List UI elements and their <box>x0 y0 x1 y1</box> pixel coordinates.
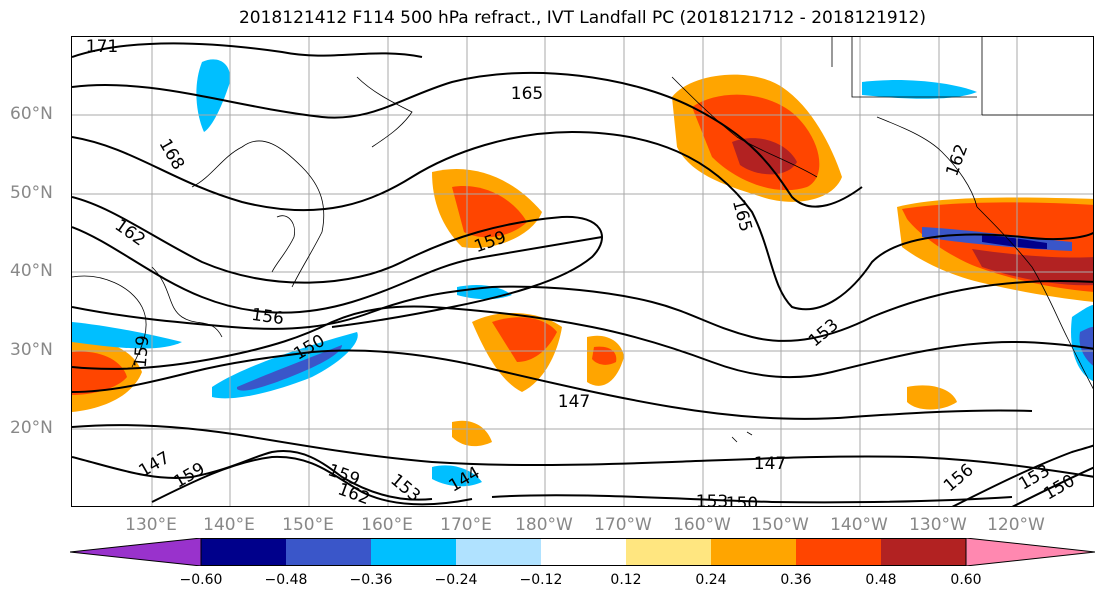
colorbar-segment <box>711 538 796 566</box>
contour-label-153-south-east: 153 <box>696 492 728 507</box>
colorbar-segment <box>796 538 881 566</box>
colorbar-segment <box>371 538 456 566</box>
lon-label-130w: 130°W <box>909 515 967 535</box>
colorbar-tick-label: −0.24 <box>434 572 478 588</box>
contour-label-156-west: 156 <box>250 305 285 329</box>
field-california-navy <box>1079 326 1093 366</box>
contour-label-159-west: 159 <box>131 335 154 369</box>
colorbar-tick-label: 0.12 <box>610 572 642 588</box>
colorbar-tick-label: −0.48 <box>264 572 308 588</box>
contour-label-147-east: 147 <box>754 454 786 474</box>
colorbar-segment <box>201 538 286 566</box>
colorbar-extend-high <box>965 538 1095 566</box>
colorbar-segment <box>541 538 626 566</box>
contour-label-171: 171 <box>86 37 118 57</box>
lat-label-60n: 60°N <box>10 104 53 124</box>
contour-label-150-south: 150 <box>726 494 758 507</box>
colorbar-tick-label: −0.36 <box>349 572 393 588</box>
height-contours <box>72 42 1093 506</box>
field-kamchatka-blue <box>196 59 231 132</box>
lon-label-160w: 160°W <box>673 515 731 535</box>
contour-label-159-south: 159 <box>170 459 208 493</box>
colorbar-segment <box>286 538 371 566</box>
lon-label-120w: 120°W <box>987 515 1045 535</box>
colorbar-tick-label: 0.36 <box>780 572 812 588</box>
lon-label-160e: 160°E <box>361 515 413 535</box>
field-japan-inner <box>72 351 127 395</box>
colorbar-tick-label: −0.12 <box>519 572 563 588</box>
shaded-fields <box>72 59 1093 487</box>
contour-label-153-east: 153 <box>805 315 843 351</box>
lon-label-130e: 130°E <box>125 515 177 535</box>
contour-label-156-east: 156 <box>940 460 978 496</box>
lon-label-170w: 170°W <box>594 515 652 535</box>
field-canada-blue <box>862 80 977 99</box>
lon-label-140w: 140°W <box>830 515 888 535</box>
colorbar-tick-label: −0.60 <box>179 572 223 588</box>
field-south-orange <box>452 420 492 447</box>
colorbar-segment <box>881 538 966 566</box>
colorbar-tick-label: 0.24 <box>695 572 727 588</box>
colorbar-tick-label: 0.48 <box>865 572 897 588</box>
contour-label-153-south: 153 <box>386 470 424 506</box>
map-title: 2018121412 F114 500 hPa refract., IVT La… <box>238 8 926 28</box>
lon-label-150e: 150°E <box>282 515 334 535</box>
field-japan-blue <box>72 322 182 349</box>
lat-label-20n: 20°N <box>10 418 53 438</box>
colorbar-tick-label: 0.60 <box>950 572 982 588</box>
lat-label-50n: 50°N <box>10 183 53 203</box>
colorbar-segment <box>456 538 541 566</box>
contour-label-162-east: 162 <box>942 142 972 179</box>
lat-label-40n: 40°N <box>10 261 53 281</box>
colorbar-segment <box>626 538 711 566</box>
field-south-blue <box>432 465 482 487</box>
field-wp-blue-dark <box>237 345 342 391</box>
lon-label-170e: 170°E <box>440 515 492 535</box>
contour-label-165-north: 165 <box>511 84 543 104</box>
contour-labels: 171 168 165 165 162 162 162 159 159 159 … <box>86 37 1079 507</box>
contour-label-159-south-mid: 159 <box>325 460 362 490</box>
lon-label-140e: 140°E <box>203 515 255 535</box>
contour-label-162-west: 162 <box>111 215 149 250</box>
map-panel: 171 168 165 165 162 162 162 159 159 159 … <box>71 36 1094 507</box>
lon-label-150w: 150°W <box>751 515 809 535</box>
colorbar <box>70 538 1095 566</box>
field-hawaii-orange <box>907 385 957 410</box>
map-plot: 171 168 165 165 162 162 162 159 159 159 … <box>72 37 1093 507</box>
graticule <box>72 37 1093 506</box>
contour-label-147-mid: 147 <box>558 392 590 412</box>
lon-label-180w: 180°W <box>515 515 573 535</box>
lat-label-30n: 30°N <box>10 340 53 360</box>
field-wp-blue <box>212 332 358 399</box>
colorbar-frame <box>200 538 967 566</box>
coastlines <box>72 37 1093 443</box>
colorbar-extend-low <box>70 538 202 566</box>
contour-label-165-east: 165 <box>728 197 756 234</box>
field-nwcoast-navy <box>982 235 1047 249</box>
